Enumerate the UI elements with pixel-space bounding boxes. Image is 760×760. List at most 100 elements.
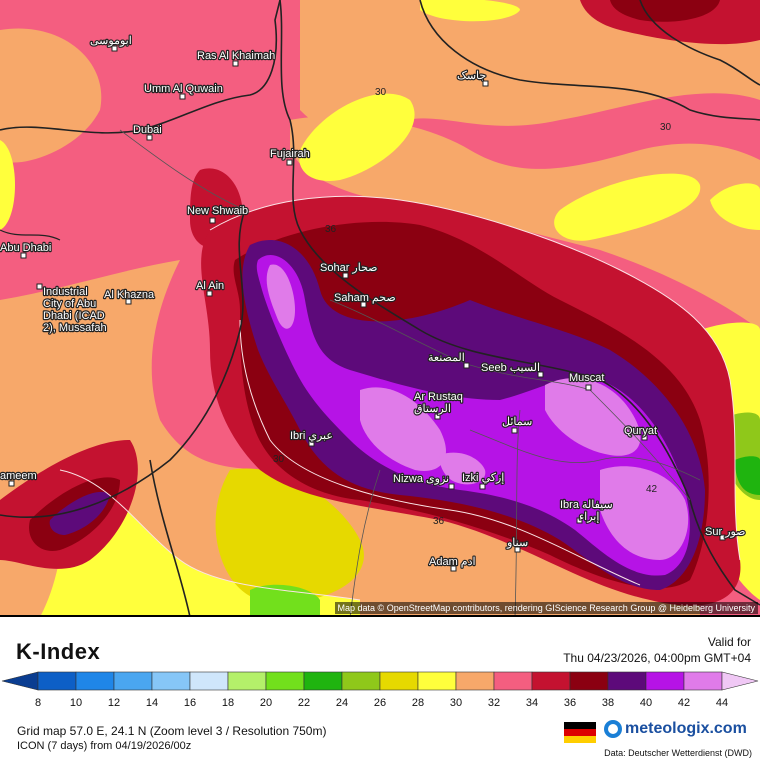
scale-tick-label: 8 xyxy=(34,697,42,709)
place-marker[interactable]: Seeb السيب xyxy=(480,361,544,378)
place-marker[interactable]: Ibri عبري xyxy=(289,429,334,447)
scale-tick-label: 30 xyxy=(449,697,463,709)
place-marker[interactable]: Abu Dhabi xyxy=(0,241,53,259)
field-pink xyxy=(600,466,689,560)
field-yellow xyxy=(710,183,760,230)
place-marker[interactable]: جاسک xyxy=(456,69,489,87)
svg-text:Nizwa نزوى: Nizwa نزوى xyxy=(393,473,449,485)
svg-text:Dubai: Dubai xyxy=(133,124,162,136)
data-source: Data: Deutscher Wetterdienst (DWD) xyxy=(604,748,752,758)
field-pink xyxy=(360,387,446,471)
scale-bin xyxy=(151,671,191,691)
scale-bin xyxy=(341,671,381,691)
scale-arrow-low xyxy=(1,671,39,691)
field-green-dark xyxy=(735,456,760,495)
svg-text:جاسک: جاسک xyxy=(457,70,486,82)
scale-bin xyxy=(683,671,723,691)
place-marker[interactable]: ameem xyxy=(0,469,38,487)
place-marker[interactable]: ابوموسی xyxy=(89,34,133,52)
grid-info: Grid map 57.0 E, 24.1 N (Zoom level 3 / … xyxy=(17,724,327,738)
place-marker[interactable]: Dubai xyxy=(132,123,163,141)
svg-text:Saham صحم: Saham صحم xyxy=(334,292,396,304)
place-marker[interactable]: المصنعة xyxy=(427,351,470,369)
place-marker[interactable]: سمائل xyxy=(501,415,534,434)
brand-name: meteologix.com xyxy=(625,720,747,737)
meteologix-logo[interactable]: meteologix.com xyxy=(604,720,747,738)
contour-line xyxy=(209,195,741,561)
scale-arrow-high xyxy=(721,671,759,691)
place-marker[interactable]: Fujairah xyxy=(269,147,311,166)
place-marker[interactable]: Quryat xyxy=(623,424,658,441)
scale-tick-label: 26 xyxy=(373,697,387,709)
field-orange xyxy=(290,116,760,330)
field-dark-purple xyxy=(49,491,110,535)
scale-bin xyxy=(493,671,533,691)
road xyxy=(514,409,521,615)
svg-text:Ras Al Khaimah: Ras Al Khaimah xyxy=(197,50,275,62)
place-marker[interactable]: Al Ain xyxy=(195,279,225,297)
scale-bin xyxy=(455,671,495,691)
place-label-line: Dhabi (ICAD xyxy=(43,310,105,322)
field-orange xyxy=(0,260,180,420)
svg-text:Sohar صحار: Sohar صحار xyxy=(320,262,378,274)
scale-tick-label: 36 xyxy=(563,697,577,709)
border xyxy=(0,209,246,519)
svg-text:Ibra سيفالة: Ibra سيفالة xyxy=(560,499,613,511)
field-orange xyxy=(0,28,102,163)
field-pink xyxy=(439,452,486,485)
scale-tick-label: 14 xyxy=(145,697,159,709)
place-marker[interactable]: Industrial City of Abu Dhabi (ICAD 2), M… xyxy=(36,283,108,335)
scale-tick-label: 24 xyxy=(335,697,349,709)
place-marker[interactable]: سناو xyxy=(505,536,529,553)
field-maroon xyxy=(610,0,720,22)
field-yellow xyxy=(0,140,15,230)
place-marker[interactable]: Sohar صحار xyxy=(319,261,379,279)
scale-bin xyxy=(607,671,647,691)
svg-text:إبراء: إبراء xyxy=(579,511,599,523)
scale-bin xyxy=(303,671,343,691)
place-marker[interactable]: Sur صور xyxy=(704,525,747,541)
scale-bin xyxy=(227,671,267,691)
valid-time: Thu 04/23/2026, 04:00pm GMT+04 xyxy=(563,651,751,665)
place-marker[interactable]: Izki إزكي xyxy=(461,471,506,490)
scale-bin xyxy=(417,671,457,691)
scale-tick-label: 16 xyxy=(183,697,197,709)
scale-bin xyxy=(531,671,571,691)
field-orange xyxy=(0,320,700,615)
place-marker[interactable]: Saham صحم xyxy=(333,291,397,308)
place-marker[interactable]: Ar Rustaq الرستاق xyxy=(413,390,464,420)
place-marker[interactable]: Umm Al Quwain xyxy=(143,82,224,100)
contour-line xyxy=(59,469,361,601)
place-marker[interactable]: New Shwaib xyxy=(186,204,249,224)
svg-text:Ar Rustaq: Ar Rustaq xyxy=(414,391,463,403)
k-index-map[interactable]: 30 36 30 30 36 42 ابوموسی Ras Al Khaimah… xyxy=(0,0,760,617)
contour-label: 30 xyxy=(375,87,387,98)
place-label-line: City of Abu xyxy=(43,298,96,310)
scale-tick-label: 18 xyxy=(221,697,235,709)
place-marker[interactable]: Muscat xyxy=(568,371,606,391)
german-flag-icon xyxy=(564,722,596,743)
model-info: ICON (7 days) from 04/19/2026/00z xyxy=(17,740,192,752)
svg-text:Al Ain: Al Ain xyxy=(196,280,224,292)
field-yellow xyxy=(554,173,701,241)
place-marker[interactable]: Adam ادم xyxy=(428,555,477,572)
scale-bin xyxy=(265,671,305,691)
place-marker[interactable]: Ibra سيفالة إبراء xyxy=(559,498,614,524)
svg-text:سمائل: سمائل xyxy=(502,416,532,428)
scale-tick-label: 28 xyxy=(411,697,425,709)
svg-text:Izki إزكي: Izki إزكي xyxy=(462,472,504,484)
scale-bin xyxy=(569,671,609,691)
place-marker[interactable]: Al Khazna xyxy=(103,288,156,305)
scale-bin xyxy=(645,671,685,691)
color-scale xyxy=(1,671,759,691)
place-marker[interactable]: Ras Al Khaimah xyxy=(196,49,276,67)
place-marker[interactable]: Nizwa نزوى xyxy=(392,472,455,490)
coastline xyxy=(0,229,61,241)
contour-label: 30 xyxy=(273,454,285,465)
scale-bin xyxy=(379,671,419,691)
road xyxy=(119,129,246,211)
border xyxy=(149,459,191,615)
scale-bin xyxy=(113,671,153,691)
coastline xyxy=(0,0,281,134)
map-title: K-Index xyxy=(16,639,101,664)
